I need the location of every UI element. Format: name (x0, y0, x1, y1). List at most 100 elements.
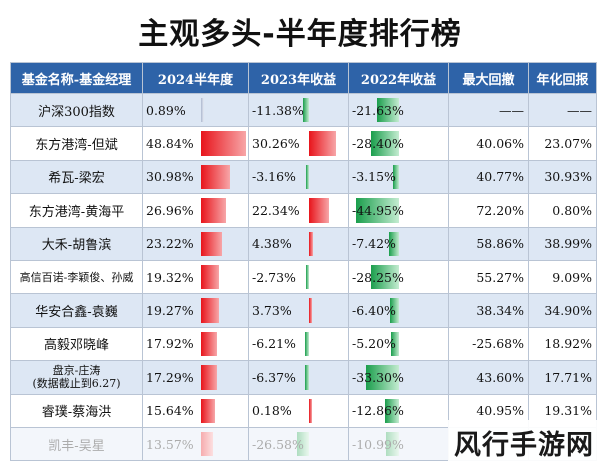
cell-value: -6.40% (352, 303, 396, 319)
table-row[interactable]: 盘京-庄涛 (数据截止到6.27) 17.29% -6.37% -33.30% 43.60… (10, 360, 597, 395)
half-year-2024-cell: 19.32% (142, 259, 249, 295)
cell-value: -6.37% (252, 369, 296, 385)
cell-value: 30.26% (252, 136, 300, 152)
cell-value: -3.16% (252, 169, 296, 185)
header-max-drawdown[interactable]: 最大回撤 (448, 62, 529, 94)
data-bar (201, 98, 204, 123)
return-2022-cell: -5.20% (348, 326, 449, 362)
fund-name: 大禾-胡鲁滨 (41, 238, 112, 254)
fund-note: (数据截止到6.27) (32, 377, 121, 391)
max-drawdown-cell: 40.06% (448, 126, 529, 161)
header-2023-return[interactable]: 2023年收益 (248, 62, 349, 94)
cell-value: 4.38% (252, 236, 292, 252)
return-2022-cell: -28.40% (348, 126, 449, 161)
half-year-2024-cell: 19.27% (142, 293, 249, 328)
data-bar (201, 365, 217, 390)
fund-name: 睿璞-蔡海洪 (41, 405, 112, 421)
max-drawdown-cell: 40.77% (448, 159, 529, 195)
data-bar (201, 198, 226, 223)
half-year-2024-cell: 30.98% (142, 159, 249, 195)
max-drawdown-cell: 43.60% (448, 360, 529, 395)
data-bar (370, 264, 399, 290)
cell-value: 48.84% (146, 136, 194, 152)
fund-name-cell: 华安合鑫-袁巍 (10, 293, 143, 328)
cell-value: -33.30% (352, 369, 404, 385)
data-bar (201, 331, 218, 357)
cell-value: 15.64% (146, 403, 194, 419)
annualized-return-cell: 23.07% (528, 126, 597, 161)
table-row[interactable]: 东方港湾-但斌 48.84% 30.26% -28.40% 40.06% 23.07% (10, 126, 597, 161)
fund-name: 凯丰-吴星 (48, 438, 105, 454)
header-annualized-return[interactable]: 年化回报 (528, 62, 597, 94)
cell-value: -7.42% (352, 236, 396, 252)
cell-value: -10.99% (352, 436, 404, 452)
max-drawdown-cell: 38.34% (448, 293, 529, 328)
fund-name-cell: 希瓦-梁宏 (10, 159, 143, 195)
cell-value: 0.89% (146, 102, 186, 118)
return-2023-cell: -6.21% (248, 326, 349, 362)
annualized-return-cell: 9.09% (528, 259, 597, 295)
half-year-2024-cell: 48.84% (142, 126, 249, 161)
fund-name-cell: 东方港湾-黄海平 (10, 193, 143, 228)
half-year-2024-cell: 0.89% (142, 92, 249, 128)
table-row[interactable]: 希瓦-梁宏 30.98% -3.16% -3.15% 40.77% 30.93% (10, 159, 597, 195)
data-bar (309, 131, 337, 156)
data-bar (201, 231, 223, 256)
return-2022-cell: -44.95% (348, 193, 449, 228)
cell-value: -2.73% (252, 269, 296, 285)
data-bar (309, 398, 312, 423)
return-2022-cell: -10.99% (348, 426, 449, 462)
max-drawdown-cell: —— (448, 92, 529, 128)
cell-value: -26.58% (252, 436, 304, 452)
data-bar (297, 431, 309, 457)
fund-name: 盘京-庄涛 (52, 364, 101, 378)
table-row[interactable]: 高毅邓晓峰 17.92% -6.21% -5.20% -25.68% 18.92% (10, 326, 597, 362)
fund-name-cell: 大禾-胡鲁滨 (10, 226, 143, 261)
table-row[interactable]: 沪深300指数 0.89% -11.38% -21.63% —— —— (10, 92, 597, 128)
annualized-return-cell: 0.80% (528, 193, 597, 228)
cell-value: 17.92% (146, 336, 194, 352)
site-watermark: 风行手游网 (448, 420, 600, 464)
table-row[interactable]: 高信百诺-李颖俊、孙威 19.32% -2.73% -28.25% 55.27% 9.09… (10, 259, 597, 295)
data-bar (389, 231, 399, 256)
fund-name-cell: 高毅邓晓峰 (10, 326, 143, 362)
max-drawdown-cell: 72.20% (448, 193, 529, 228)
table-row[interactable]: 东方港湾-黄海平 26.96% 22.34% -44.95% 72.20% 0.80% (10, 193, 597, 228)
data-bar (201, 264, 219, 290)
annualized-return-cell: 38.99% (528, 226, 597, 261)
table-row[interactable]: 华安合鑫-袁巍 19.27% 3.73% -6.40% 38.34% 34.90% (10, 293, 597, 328)
return-2022-cell: -28.25% (348, 259, 449, 295)
half-year-2024-cell: 15.64% (142, 393, 249, 428)
annualized-return-cell: 17.71% (528, 360, 597, 395)
data-bar (201, 431, 214, 457)
fund-name-cell: 睿璞-蔡海洪 (10, 393, 143, 428)
fund-name: 东方港湾-但斌 (35, 138, 118, 154)
header-fund-manager[interactable]: 基金名称-基金经理 (10, 62, 143, 94)
fund-name-cell: 高信百诺-李颖俊、孙威 (10, 259, 143, 295)
cell-value: 13.57% (146, 436, 194, 452)
half-year-2024-cell: 17.29% (142, 360, 249, 395)
return-2022-cell: -12.86% (348, 393, 449, 428)
fund-name: 高信百诺-李颖俊、孙威 (19, 270, 134, 284)
return-2023-cell: 30.26% (248, 126, 349, 161)
header-2024-half-year[interactable]: 2024半年度 (142, 62, 249, 94)
data-bar (309, 231, 313, 256)
table-header-row: 基金名称-基金经理 2024半年度 2023年收益 2022年收益 最大回撤 年… (10, 62, 597, 94)
table-row[interactable]: 睿璞-蔡海洪 15.64% 0.18% -12.86% 40.95% 19.31% (10, 393, 597, 428)
cell-value: 22.34% (252, 202, 300, 218)
header-2022-return[interactable]: 2022年收益 (348, 62, 449, 94)
table-row[interactable]: 大禾-胡鲁滨 23.22% 4.38% -7.42% 58.86% 38.99% (10, 226, 597, 261)
fund-name: 华安合鑫-袁巍 (35, 305, 118, 321)
half-year-2024-cell: 23.22% (142, 226, 249, 261)
data-bar (201, 131, 246, 156)
cell-value: -28.25% (352, 269, 404, 285)
cell-value: -5.20% (352, 336, 396, 352)
cell-value: -11.38% (252, 102, 304, 118)
data-bar (309, 298, 313, 323)
return-2023-cell: 0.18% (248, 393, 349, 428)
return-2022-cell: -6.40% (348, 293, 449, 328)
return-2023-cell: -6.37% (248, 360, 349, 395)
data-bar (309, 198, 330, 223)
data-bar (370, 131, 399, 156)
cell-value: 19.27% (146, 303, 194, 319)
